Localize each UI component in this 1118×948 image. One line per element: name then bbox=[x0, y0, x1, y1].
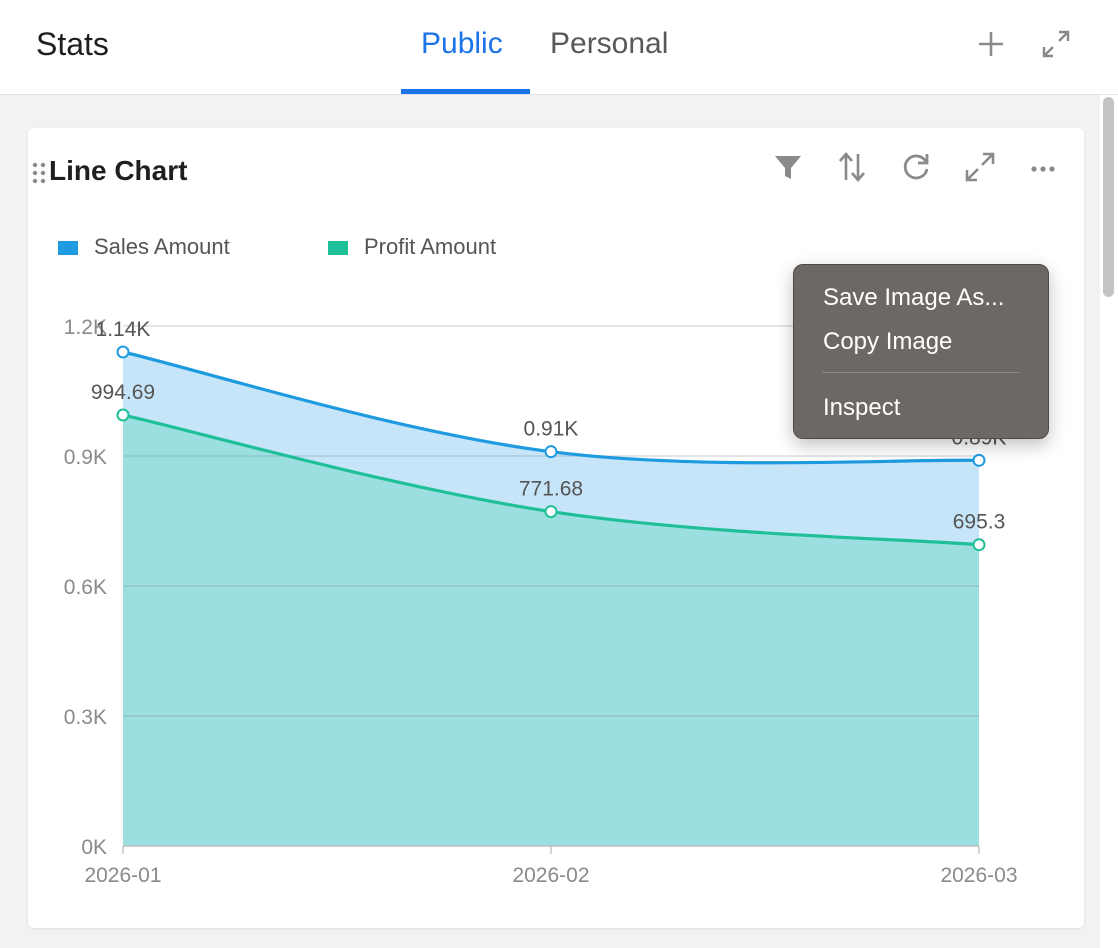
more-icon[interactable] bbox=[1027, 150, 1061, 184]
filter-icon[interactable] bbox=[771, 150, 805, 184]
data-point bbox=[116, 408, 130, 422]
context-menu: Save Image As... Copy Image Inspect bbox=[793, 264, 1049, 439]
page-title: Stats bbox=[36, 26, 109, 62]
data-label: 994.69 bbox=[91, 381, 155, 404]
x-tick-label: 2026-03 bbox=[940, 864, 1017, 887]
scrollbar-track[interactable] bbox=[1100, 95, 1118, 948]
legend-label: Profit Amount bbox=[364, 234, 497, 259]
y-tick-label: 0K bbox=[81, 836, 107, 859]
x-tick-label: 2026-01 bbox=[84, 864, 161, 887]
expand-arrows-icon[interactable] bbox=[1040, 28, 1072, 60]
tab-public[interactable]: Public bbox=[421, 27, 503, 60]
legend-swatch-sales-amount bbox=[58, 241, 78, 255]
data-label: 1.14K bbox=[96, 318, 151, 341]
plus-icon[interactable] bbox=[975, 28, 1007, 60]
fullscreen-icon[interactable] bbox=[963, 150, 997, 184]
x-tick-label: 2026-02 bbox=[512, 864, 589, 887]
data-point bbox=[544, 445, 558, 459]
data-point bbox=[972, 453, 986, 467]
tab-personal[interactable]: Personal bbox=[550, 27, 669, 60]
sort-icon[interactable] bbox=[835, 150, 869, 184]
active-tab-indicator bbox=[401, 89, 530, 94]
data-label: 771.68 bbox=[519, 478, 583, 501]
area-1 bbox=[123, 414, 979, 846]
legend-swatch-profit-amount bbox=[328, 241, 348, 255]
scrollbar-thumb[interactable] bbox=[1103, 97, 1114, 297]
data-label: 0.91K bbox=[524, 418, 579, 441]
card-title: Line Chart bbox=[49, 155, 188, 186]
y-tick-label: 0.3K bbox=[64, 706, 107, 729]
menu-item-inspect[interactable]: Inspect bbox=[823, 394, 901, 421]
data-point bbox=[116, 345, 130, 359]
top-bar: Stats Public Personal bbox=[0, 0, 1118, 95]
menu-separator bbox=[822, 372, 1020, 373]
legend-label: Sales Amount bbox=[94, 234, 230, 259]
menu-item-copy-image[interactable]: Copy Image bbox=[823, 328, 953, 355]
y-tick-label: 0.9K bbox=[64, 446, 107, 469]
line-chart: 0K 0.3K 0.6K 0.9K 1.2K 2026-01 2026-02 2026-03 1… bbox=[64, 316, 1018, 887]
chart-card: Line Chart Sales Amount Profit Amount 0K… bbox=[28, 128, 1084, 928]
y-tick-label: 1.2K bbox=[64, 316, 107, 339]
data-point bbox=[972, 538, 986, 552]
y-tick-label: 0.6K bbox=[64, 576, 107, 599]
data-point bbox=[544, 505, 558, 519]
drag-handle-icon[interactable] bbox=[31, 162, 47, 184]
refresh-icon[interactable] bbox=[899, 150, 933, 184]
data-label: 695.3 bbox=[953, 511, 1006, 534]
menu-item-save-image-as[interactable]: Save Image As... bbox=[823, 284, 1005, 311]
